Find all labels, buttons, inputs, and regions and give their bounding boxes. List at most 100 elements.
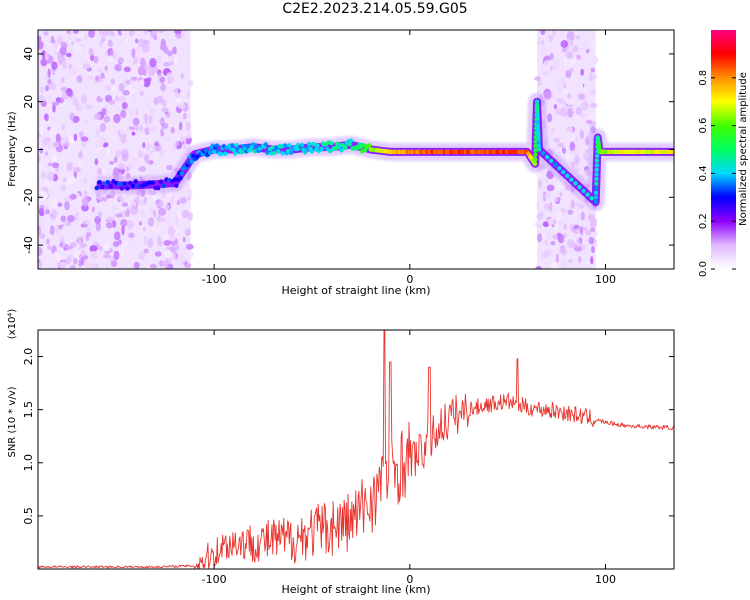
noise-speck bbox=[149, 264, 157, 269]
noise-speck bbox=[67, 30, 74, 41]
snr-axes: -100 0 100 0.5 1.0 1.5 2.0 bbox=[22, 330, 674, 586]
x-tick-label: 100 bbox=[595, 273, 616, 286]
noise-speck bbox=[113, 113, 121, 124]
noise-speck bbox=[175, 215, 179, 226]
noise-speck bbox=[97, 167, 103, 176]
noise-speck bbox=[53, 49, 57, 56]
noise-speck bbox=[66, 128, 70, 133]
ridge-mark bbox=[100, 184, 105, 190]
noise-speck bbox=[72, 96, 79, 107]
ridge-mark bbox=[272, 150, 277, 156]
ridge-mark bbox=[319, 146, 324, 151]
noise-speck bbox=[88, 30, 96, 39]
ridge-mark bbox=[548, 158, 554, 163]
noise-speck bbox=[51, 199, 58, 208]
ridge-mark bbox=[565, 173, 570, 178]
ridge-mark bbox=[108, 184, 113, 189]
noise-speck bbox=[167, 226, 176, 236]
noise-speck bbox=[111, 132, 118, 141]
y-tick-label: -40 bbox=[22, 236, 35, 254]
noise-speck bbox=[147, 238, 154, 248]
noise-speck bbox=[126, 79, 131, 85]
noise-speck bbox=[113, 156, 118, 163]
noise-speck bbox=[571, 161, 575, 169]
noise-speck bbox=[131, 48, 136, 58]
noise-speck bbox=[184, 263, 192, 268]
noise-speck bbox=[556, 97, 563, 103]
noise-speck bbox=[584, 217, 589, 222]
noise-speck bbox=[549, 52, 554, 61]
noise-speck bbox=[585, 119, 593, 124]
ridge-mark bbox=[669, 149, 674, 155]
noise-speck bbox=[543, 249, 552, 257]
noise-speck bbox=[117, 194, 124, 201]
noise-speck bbox=[128, 110, 135, 117]
noise-speck bbox=[99, 94, 104, 99]
noise-speck bbox=[79, 242, 87, 248]
noise-speck bbox=[559, 245, 566, 254]
noise-speck bbox=[139, 91, 144, 97]
noise-speck bbox=[554, 108, 562, 116]
noise-speck bbox=[112, 240, 120, 248]
noise-speck bbox=[46, 238, 50, 246]
noise-speck bbox=[555, 253, 559, 264]
noise-speck bbox=[549, 217, 555, 226]
noise-speck bbox=[164, 249, 172, 258]
noise-field bbox=[38, 30, 599, 269]
noise-speck bbox=[99, 122, 107, 133]
noise-speck bbox=[170, 126, 175, 134]
noise-speck bbox=[155, 220, 160, 228]
noise-speck bbox=[68, 75, 73, 82]
noise-speck bbox=[142, 78, 151, 88]
noise-speck bbox=[42, 136, 48, 147]
noise-speck bbox=[567, 107, 574, 118]
noise-speck bbox=[73, 133, 78, 142]
noise-speck bbox=[72, 30, 79, 34]
noise-speck bbox=[142, 142, 146, 149]
noise-speck bbox=[139, 263, 145, 269]
noise-speck bbox=[103, 104, 108, 110]
noise-speck bbox=[563, 223, 567, 230]
noise-speck bbox=[567, 38, 572, 48]
noise-speck bbox=[56, 51, 62, 60]
noise-speck bbox=[76, 160, 83, 168]
noise-speck bbox=[133, 261, 140, 269]
ridge-mark bbox=[299, 142, 305, 148]
x-tick-label: -100 bbox=[202, 573, 227, 586]
noise-speck bbox=[39, 85, 45, 94]
noise-speck bbox=[560, 40, 569, 48]
noise-speck bbox=[121, 101, 128, 110]
noise-speck bbox=[52, 104, 56, 113]
noise-speck bbox=[552, 234, 559, 240]
noise-speck bbox=[537, 36, 543, 46]
noise-speck bbox=[120, 218, 128, 227]
noise-speck bbox=[572, 228, 578, 238]
noise-speck bbox=[181, 247, 188, 255]
noise-speck bbox=[108, 160, 114, 165]
noise-speck bbox=[59, 46, 67, 56]
noise-speck bbox=[181, 210, 190, 219]
ridge-mark bbox=[589, 196, 594, 201]
y-tick-label: -20 bbox=[22, 188, 35, 206]
noise-speck bbox=[153, 35, 158, 41]
noise-speck bbox=[178, 121, 183, 131]
ridge-mark bbox=[158, 179, 164, 184]
noise-speck bbox=[158, 30, 165, 34]
noise-speck bbox=[172, 56, 179, 65]
noise-speck bbox=[153, 97, 159, 106]
noise-speck bbox=[49, 225, 55, 235]
noise-speck bbox=[60, 184, 67, 193]
noise-speck bbox=[38, 125, 44, 136]
noise-speck bbox=[589, 220, 597, 228]
noise-speck bbox=[172, 253, 176, 262]
noise-speck bbox=[154, 30, 159, 34]
noise-speck bbox=[580, 68, 584, 76]
noise-speck bbox=[105, 263, 111, 269]
noise-speck bbox=[174, 140, 180, 146]
noise-speck bbox=[123, 66, 131, 73]
noise-speck bbox=[39, 147, 44, 154]
ridge-mark bbox=[557, 166, 562, 171]
ridge-mark bbox=[283, 143, 288, 148]
ridge-mark bbox=[161, 183, 167, 189]
noise-speck bbox=[538, 179, 543, 189]
